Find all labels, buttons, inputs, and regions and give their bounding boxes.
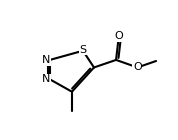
Text: S: S	[79, 45, 87, 55]
Text: N: N	[42, 55, 51, 65]
Text: O: O	[114, 31, 123, 41]
Text: N: N	[42, 74, 51, 84]
Text: O: O	[133, 62, 142, 73]
